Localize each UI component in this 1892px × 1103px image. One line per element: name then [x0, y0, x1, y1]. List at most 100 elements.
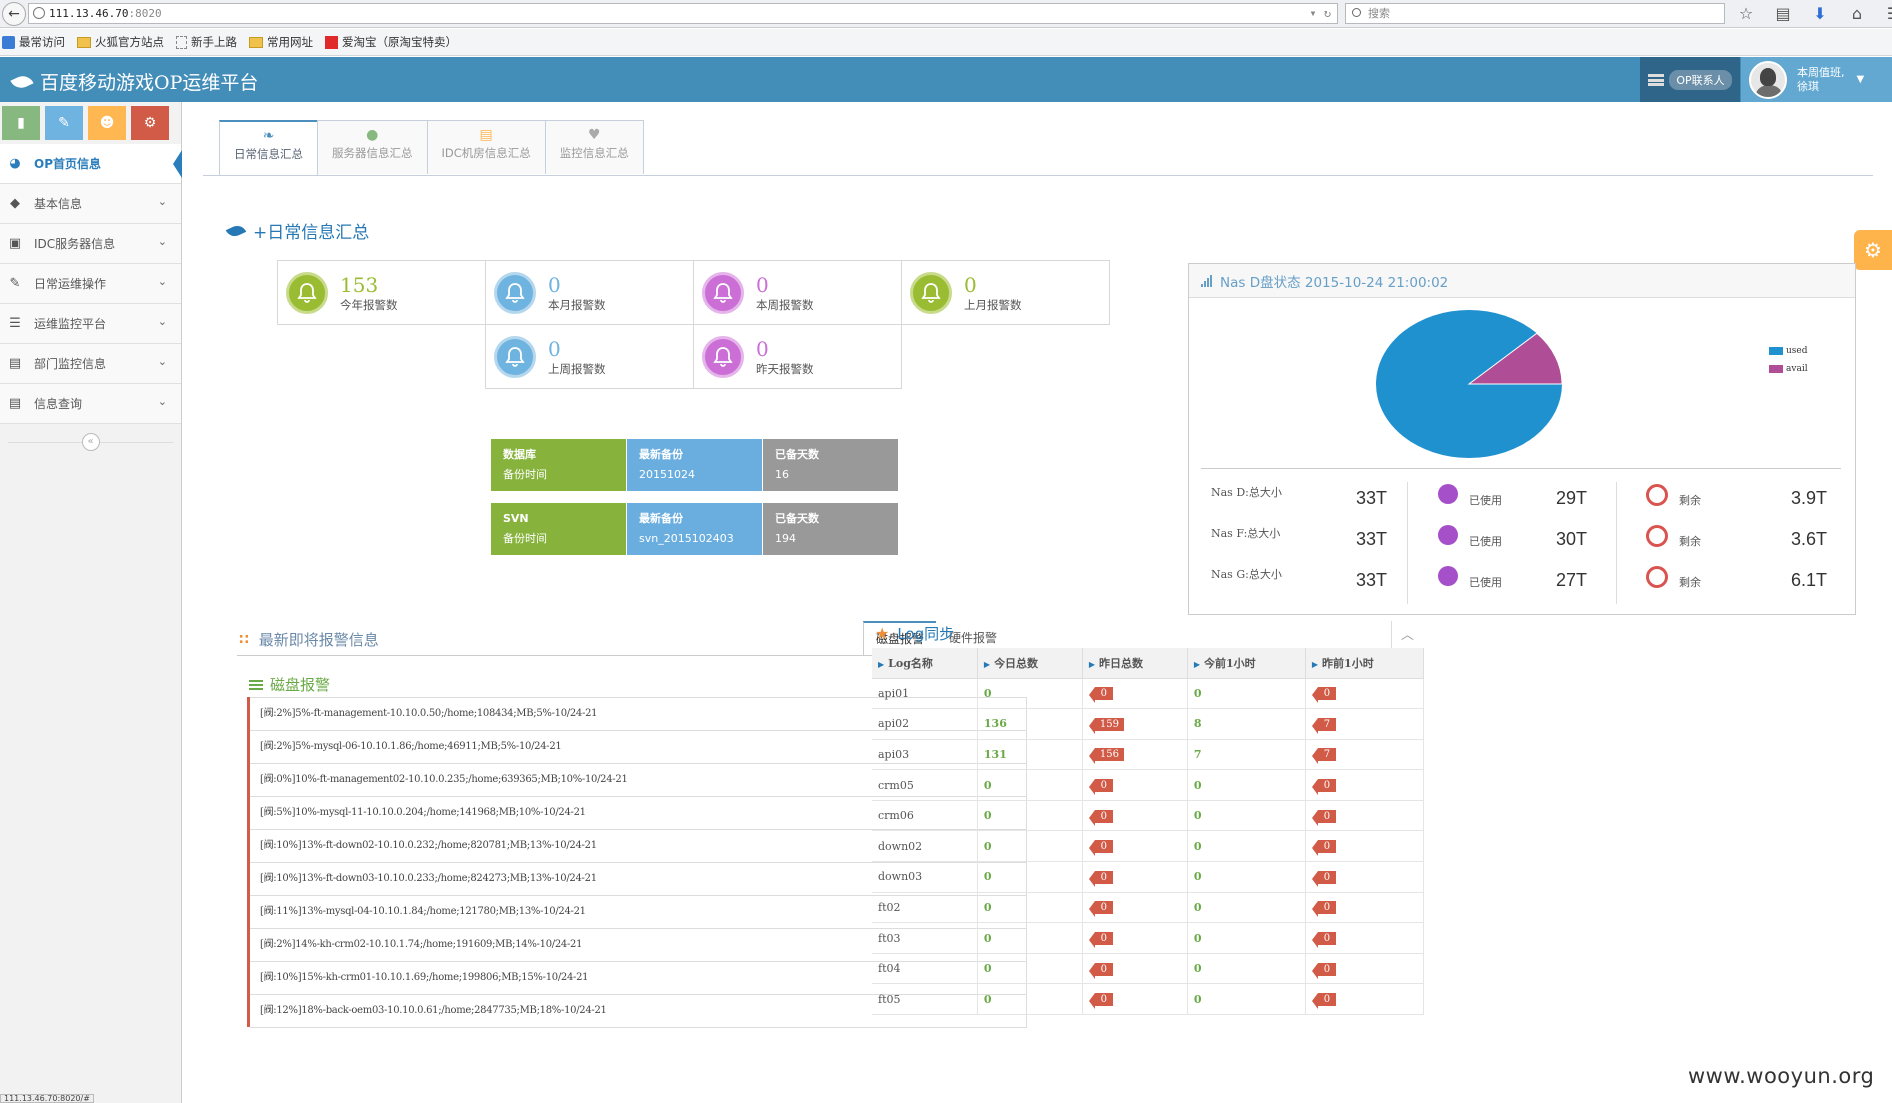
clipboard-icon[interactable]: ▤	[1775, 4, 1791, 23]
nas-used: 30T	[1556, 529, 1588, 549]
table-row: api01 0 0 0 0	[872, 678, 1425, 710]
cogs-icon[interactable]: ⚙	[131, 106, 169, 140]
op-contact-button[interactable]: OP联系人	[1640, 57, 1740, 102]
today-hour-cell: 0	[1187, 983, 1306, 1016]
download-icon[interactable]: ⬇	[1813, 4, 1827, 23]
nas-remain: 3.6T	[1791, 529, 1828, 549]
yesterday-hour-cell: 0	[1305, 861, 1425, 893]
signal-icon[interactable]: ▮	[2, 106, 40, 140]
double-angle-left-icon[interactable]: «	[81, 433, 100, 451]
column-header[interactable]: ▶ 今前1小时	[1187, 648, 1306, 679]
log-name-cell: down03	[872, 861, 978, 893]
used-dot-icon	[1438, 484, 1458, 504]
user-info: 本周值班, 徐琪	[1797, 65, 1845, 93]
bookmark-common-sites[interactable]: 常用网址	[249, 34, 313, 50]
chevron-down-icon: ⌄	[157, 315, 167, 328]
today-hour-cell: 0	[1187, 830, 1306, 863]
caret-right-icon: ▶	[1311, 658, 1319, 669]
yesterday-hour-cell: 0	[1305, 830, 1425, 863]
log-name-cell: api02	[872, 708, 978, 740]
home-icon[interactable]: ⌂	[1851, 4, 1863, 23]
infobox-value: 0	[964, 272, 977, 297]
menu-icon[interactable]: ☰	[1883, 4, 1892, 23]
signal-icon	[1201, 274, 1212, 287]
count-badge: 0	[1311, 779, 1336, 796]
dashboard-icon: ◕	[9, 156, 21, 171]
sidebar-collapse-row: «	[0, 424, 181, 460]
bookmark-firefox[interactable]: 火狐官方站点	[77, 34, 164, 50]
browser-toolbar: ← 111.13.46.70:8020 ▾ ↻ 搜索 ☆ ▤ ⬇ ⌂ ☰	[0, 0, 1892, 28]
today-total-cell: 0	[977, 953, 1083, 985]
count-badge: 0	[1088, 962, 1113, 979]
app-title[interactable]: 百度移动游戏OP运维平台	[10, 68, 258, 95]
url-port: :8020	[128, 7, 162, 20]
url-host: 111.13.46.70	[49, 7, 129, 20]
sidebar-item-dept-monitor[interactable]: ▤ 部门监控信息 ⌄	[0, 344, 181, 384]
log-name-cell: ft04	[872, 953, 978, 985]
bookmark-aitaobao[interactable]: 爱淘宝（原淘宝特卖）	[325, 34, 457, 50]
yesterday-hour-cell: 0	[1305, 769, 1425, 801]
tab-idc-summary[interactable]: ▤ IDC机房信息汇总	[426, 120, 546, 174]
today-hour-cell: 0	[1187, 953, 1306, 985]
infobox-value: 0	[756, 272, 769, 297]
infobox-value: 0	[756, 336, 769, 361]
yesterday-hour-cell: 0	[1305, 983, 1425, 1016]
group-icon[interactable]: ☻	[88, 106, 126, 140]
pencil-icon[interactable]: ✎	[45, 106, 83, 140]
sidebar-item-op-home[interactable]: ◕ OP首页信息	[0, 144, 182, 184]
chevron-up-icon[interactable]: ︿	[1391, 621, 1423, 651]
count-badge: 0	[1311, 993, 1336, 1010]
sidebar-item-daily-ops[interactable]: ✎ 日常运维操作 ⌄	[0, 264, 181, 304]
sidebar-item-basic-info[interactable]: ◆ 基本信息 ⌄	[0, 184, 181, 224]
folder-icon	[249, 36, 263, 48]
column-header[interactable]: ▶ Log名称	[872, 648, 978, 679]
user-menu[interactable]: 本周值班, 徐琪 ▼	[1741, 57, 1892, 102]
log-name-cell: api01	[872, 678, 978, 710]
today-total-cell: 0	[977, 861, 1083, 893]
column-header[interactable]: ▶ 昨前1小时	[1305, 648, 1425, 679]
sidebar-item-idc-servers[interactable]: ▣ IDC服务器信息 ⌄	[0, 224, 181, 264]
avatar	[1749, 60, 1787, 99]
op-contact-badge: OP联系人	[1669, 69, 1732, 90]
tab-server-summary[interactable]: ● 服务器信息汇总	[317, 120, 428, 174]
tab-daily-summary[interactable]: ❧ 日常信息汇总	[219, 120, 318, 176]
caret-right-icon: ▶	[1193, 658, 1200, 669]
bell-icon	[702, 335, 744, 378]
reload-icon[interactable]: ▾ ↻	[1309, 6, 1331, 20]
bell-icon	[494, 335, 536, 378]
leaf-icon	[225, 222, 247, 239]
tab-monitor-summary[interactable]: ♥ 监控信息汇总	[544, 120, 644, 174]
nas-remain: 3.9T	[1791, 488, 1828, 508]
remain-ring-icon	[1646, 484, 1668, 506]
nas-row-d: Nas D:总大小 33T 已使用 29T 剩余 3.9T	[1211, 484, 1828, 508]
back-arrow-icon[interactable]: ←	[2, 2, 26, 26]
tabs-divider	[203, 175, 1873, 176]
nas-divider	[1201, 468, 1841, 469]
globe-icon	[33, 7, 45, 19]
yesterday-hour-cell: 0	[1305, 922, 1425, 954]
yesterday-hour-cell: 0	[1305, 892, 1425, 924]
count-badge: 0	[1088, 932, 1113, 949]
remain-ring-icon	[1646, 525, 1668, 547]
infobox-value: 153	[340, 272, 379, 297]
browser-search-input[interactable]: 搜索	[1345, 3, 1725, 24]
today-hour-cell: 0	[1187, 861, 1306, 893]
bookmark-star-icon[interactable]: ☆	[1738, 4, 1754, 23]
settings-gear-icon[interactable]: ⚙	[1854, 230, 1892, 270]
bell-icon	[910, 271, 952, 314]
table-row: ft05 0 0 0 0	[872, 983, 1425, 1016]
sidebar-item-monitor-platform[interactable]: ☰ 运维监控平台 ⌄	[0, 304, 181, 344]
column-header[interactable]: ▶ 昨日总数	[1082, 648, 1188, 679]
bookmark-most-visited[interactable]: 最常访问	[2, 34, 65, 50]
nas-total: 33T	[1356, 488, 1388, 508]
infobox-last-month-alarms: 0 上月报警数	[901, 260, 1110, 325]
sidebar-item-info-query[interactable]: ▤ 信息查询 ⌄	[0, 384, 181, 424]
list-icon	[249, 679, 263, 690]
bell-icon	[702, 271, 744, 314]
infobox-last-week-alarms: 0 上周报警数	[485, 324, 694, 389]
nas-pie-chart	[1374, 308, 1564, 464]
column-header[interactable]: ▶ 今日总数	[977, 648, 1083, 679]
bookmark-getting-started[interactable]: 新手上路	[176, 34, 237, 50]
list-alt-icon: ▤	[8, 396, 22, 411]
url-field[interactable]: 111.13.46.70:8020 ▾ ↻	[28, 3, 1338, 24]
